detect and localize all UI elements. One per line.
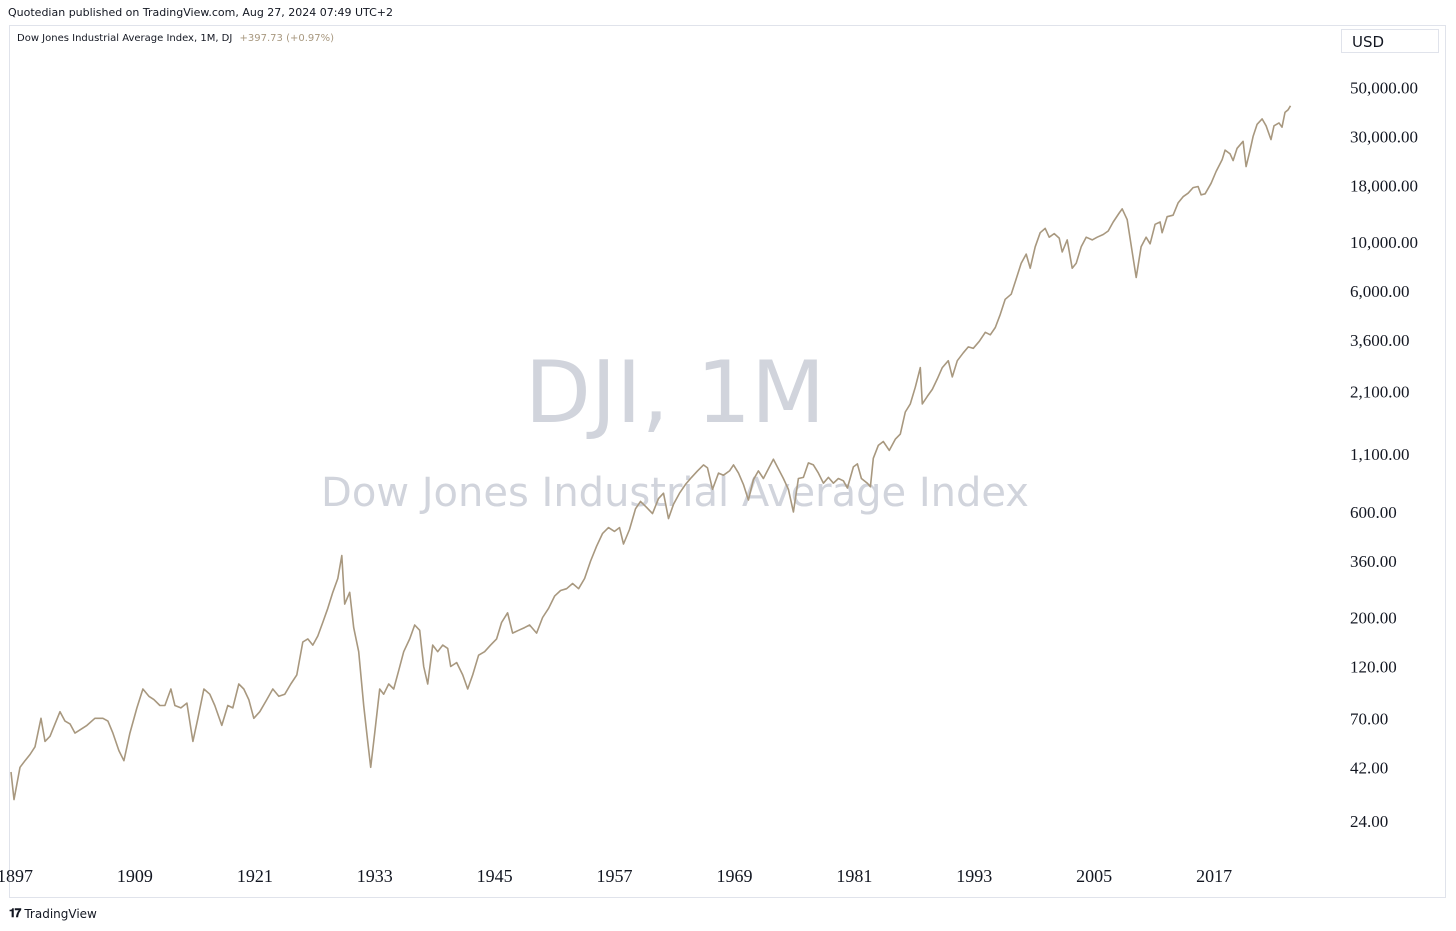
price-tick-label: 70.00 [1350, 709, 1388, 728]
price-series-line [10, 105, 1292, 801]
legend-change: +397.73 (+0.97%) [239, 33, 335, 44]
chart-pane[interactable] [9, 25, 1446, 898]
price-tick-label: 18,000.00 [1350, 176, 1418, 195]
price-tick-label: 360.00 [1350, 552, 1397, 571]
symbol-legend[interactable]: Dow Jones Industrial Average Index, 1M, … [17, 33, 334, 44]
watermark-symbol: DJI, 1M [524, 343, 826, 443]
published-info: Quotedian published on TradingView.com, … [8, 6, 393, 19]
price-tick-label: 6,000.00 [1350, 282, 1410, 301]
price-tick-label: 1,100.00 [1350, 445, 1410, 464]
legend-title: Dow Jones Industrial Average Index, 1M, … [17, 33, 233, 44]
price-tick-label: 2,100.00 [1350, 383, 1410, 402]
watermark-name: Dow Jones Industrial Average Index [321, 470, 1029, 516]
time-tick-label: 1897 [0, 866, 33, 886]
time-tick-label: 2017 [1196, 866, 1232, 886]
time-tick-label: 1945 [477, 866, 513, 886]
price-tick-label: 42.00 [1350, 758, 1388, 777]
price-tick-label: 3,600.00 [1350, 331, 1410, 350]
time-tick-label: 1981 [836, 866, 872, 886]
time-tick-label: 1969 [716, 866, 752, 886]
price-tick-label: 10,000.00 [1350, 233, 1418, 252]
price-tick-label: 600.00 [1350, 503, 1397, 522]
time-tick-label: 1909 [117, 866, 153, 886]
footer-brand-label: TradingView [24, 906, 97, 921]
price-tick-label: 30,000.00 [1350, 127, 1418, 146]
time-axis[interactable]: 1897 1909 1921 1933 1945 1957 1969 1981 1993 2005… [0, 866, 1232, 886]
time-tick-label: 1957 [597, 866, 633, 886]
price-axis[interactable]: 50,000.00 30,000.00 18,000.00 10,000.00 6,00… [1350, 78, 1418, 831]
time-tick-label: 2005 [1076, 866, 1112, 886]
currency-button[interactable]: USD [1341, 29, 1439, 53]
tradingview-logo-icon: 𝟏𝟕 [9, 906, 21, 920]
time-tick-label: 1933 [357, 866, 393, 886]
price-tick-label: 24.00 [1350, 812, 1388, 831]
time-tick-label: 1921 [237, 866, 273, 886]
price-tick-label: 120.00 [1350, 658, 1397, 677]
price-tick-label: 200.00 [1350, 608, 1397, 627]
footer-brand[interactable]: 𝟏𝟕 TradingView [9, 906, 97, 921]
time-tick-label: 1993 [956, 866, 992, 886]
price-tick-label: 50,000.00 [1350, 78, 1418, 97]
